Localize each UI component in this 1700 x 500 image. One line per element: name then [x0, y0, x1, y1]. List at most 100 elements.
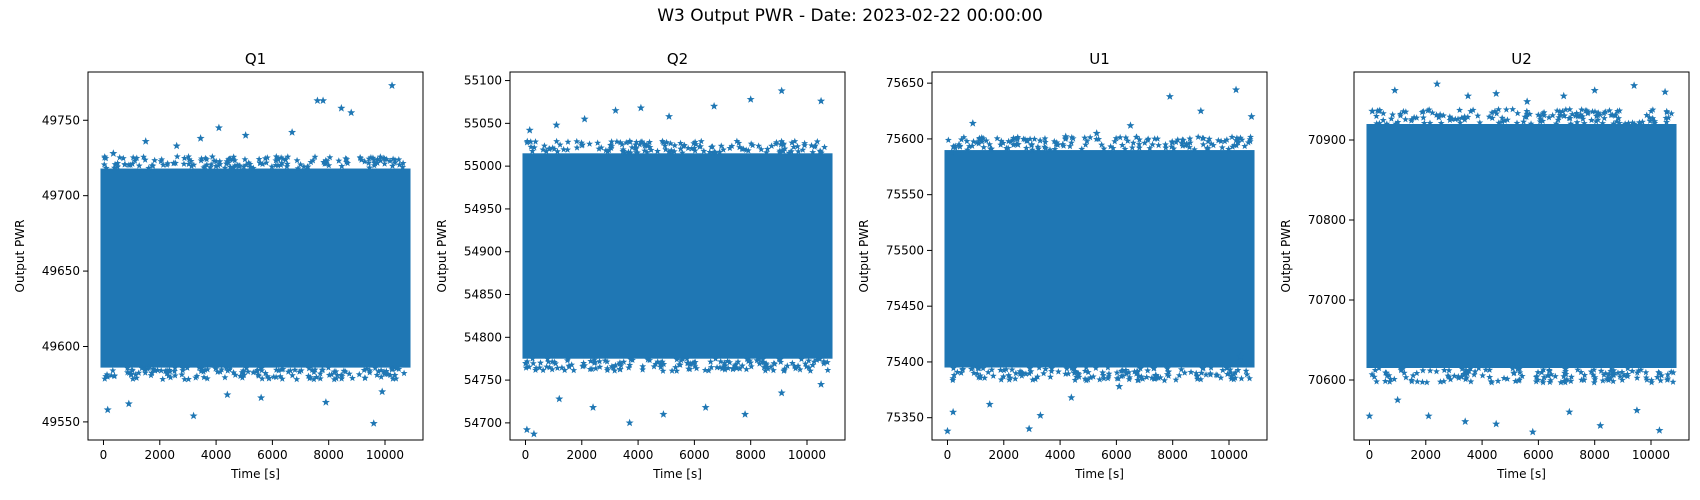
data-point: [1615, 114, 1623, 122]
data-point: [206, 163, 214, 171]
data-point: [1471, 368, 1479, 375]
data-point: [767, 363, 775, 370]
data-point: [1237, 134, 1244, 141]
data-point: [171, 367, 178, 375]
data-point: [1028, 146, 1036, 153]
data-point: [590, 359, 598, 366]
data-point: [389, 162, 396, 169]
data-point: [1163, 370, 1171, 378]
data-point: [272, 153, 280, 160]
data-point: [149, 365, 157, 373]
data-point: [104, 373, 111, 380]
data-point: [1046, 146, 1054, 153]
data-point: [554, 364, 561, 372]
data-point: [743, 355, 751, 363]
data-point: [619, 146, 627, 153]
x-tick-label: 4000: [1467, 448, 1498, 462]
data-point: [1232, 136, 1240, 144]
data-point: [596, 363, 604, 370]
data-point: [1433, 367, 1440, 375]
data-point: [1209, 141, 1217, 149]
data-point: [103, 370, 111, 378]
data-point: [1221, 137, 1229, 145]
data-point: [203, 161, 211, 168]
data-point: [305, 364, 313, 372]
outlier-point: [701, 403, 710, 411]
y-tick-label: 70800: [1308, 213, 1346, 227]
data-point: [999, 139, 1007, 147]
data-point: [377, 157, 384, 164]
data-point: [1243, 371, 1251, 378]
x-axis-label: Time [s]: [1496, 467, 1546, 481]
data-point: [707, 358, 715, 365]
outlier-point: [288, 128, 297, 136]
data-point: [1059, 140, 1067, 148]
data-point: [389, 375, 397, 382]
data-point: [1373, 112, 1380, 120]
data-point: [305, 372, 312, 380]
data-point: [989, 372, 997, 379]
data-point: [527, 143, 535, 150]
data-point: [951, 144, 959, 151]
data-point: [181, 154, 188, 162]
data-point: [759, 358, 767, 366]
data-point: [1502, 106, 1510, 113]
y-tick-label: 49550: [42, 415, 80, 429]
data-point: [1458, 114, 1466, 121]
data-point: [333, 371, 341, 379]
data-point: [542, 147, 550, 155]
data-point: [986, 140, 994, 148]
data-point: [1534, 368, 1542, 376]
data-point: [282, 156, 289, 163]
outlier-point: [947, 148, 956, 156]
data-point: [1230, 375, 1238, 383]
data-point: [263, 154, 271, 161]
data-point: [659, 137, 666, 145]
data-point: [1172, 138, 1180, 146]
data-point: [707, 363, 715, 371]
data-point: [1413, 114, 1421, 121]
data-point: [678, 149, 686, 156]
data-point: [1647, 107, 1655, 115]
data-point: [1233, 134, 1241, 141]
data-point: [1071, 376, 1079, 384]
data-point: [369, 154, 377, 161]
data-point: [532, 364, 540, 372]
data-point: [1068, 133, 1076, 141]
data-point: [1008, 366, 1016, 373]
data-point: [1124, 137, 1132, 144]
data-point: [537, 359, 544, 366]
data-point: [1534, 111, 1542, 118]
data-point: [590, 356, 598, 363]
data-point: [121, 160, 129, 168]
data-point: [129, 375, 137, 382]
data-point: [1018, 372, 1026, 379]
data-point: [988, 145, 996, 152]
data-point: [241, 155, 249, 163]
data-point: [780, 367, 788, 374]
data-point: [691, 362, 699, 370]
data-point: [1539, 366, 1547, 373]
data-point: [1591, 375, 1599, 383]
data-point: [1386, 378, 1394, 385]
outlier-point: [665, 112, 674, 120]
data-point: [627, 149, 634, 156]
outlier-point: [1025, 424, 1034, 433]
scatter-series: [943, 85, 1256, 435]
data-point: [957, 369, 965, 376]
panel-title: U1: [1089, 50, 1110, 68]
data-point: [1521, 113, 1529, 120]
outlier-point: [1236, 352, 1245, 360]
data-point: [693, 364, 700, 372]
data-point: [185, 160, 193, 168]
data-point: [1482, 366, 1490, 373]
data-point: [274, 161, 282, 169]
data-point: [1122, 134, 1130, 141]
data-point: [1458, 365, 1466, 372]
data-point: [1392, 120, 1400, 127]
y-tick-label: 75550: [886, 188, 924, 202]
y-tick-label: 70700: [1308, 293, 1346, 307]
data-point: [1382, 369, 1390, 376]
data-point: [270, 373, 278, 380]
data-point: [801, 360, 809, 367]
